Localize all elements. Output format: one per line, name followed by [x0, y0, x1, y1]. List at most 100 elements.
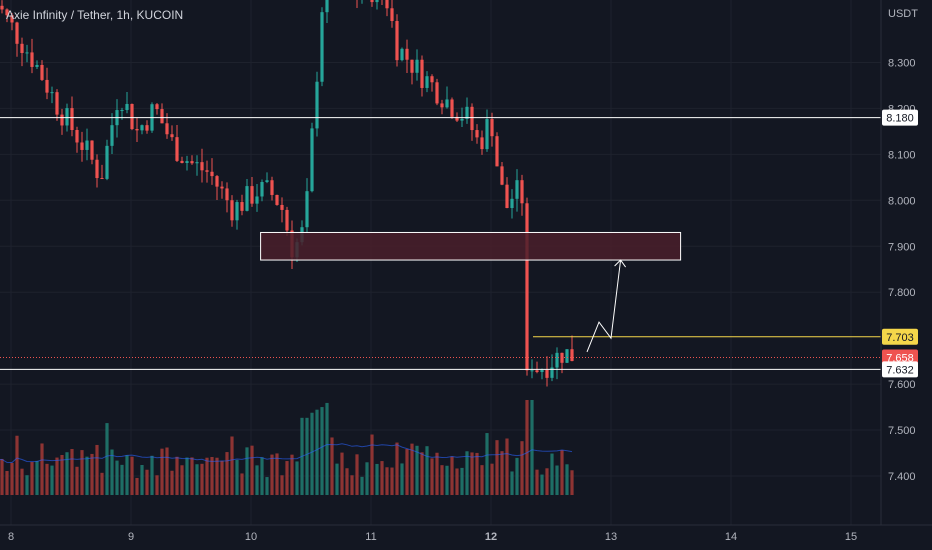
candle-body	[135, 129, 139, 131]
candle-body	[495, 136, 499, 167]
volume-bar	[195, 464, 199, 495]
price-tick-label: 7.900	[888, 241, 916, 253]
volume-bar	[125, 455, 129, 495]
volume-bar	[505, 438, 509, 495]
candle-body	[175, 137, 179, 161]
candle-body	[5, 9, 9, 16]
candle-body	[215, 176, 219, 187]
candle-body	[510, 198, 514, 208]
volume-bar	[515, 457, 519, 495]
volume-bar	[510, 471, 514, 495]
candle-body	[525, 203, 529, 371]
candle-body	[400, 48, 404, 61]
candle-body	[435, 82, 439, 104]
candle-body	[75, 129, 79, 143]
candle-body	[430, 76, 434, 83]
candle-body	[145, 125, 149, 131]
candle-body	[505, 184, 509, 208]
candle-body	[95, 159, 99, 179]
candle-body	[545, 369, 549, 378]
candle-body	[305, 191, 309, 228]
volume-bar	[95, 444, 99, 495]
volume-bar	[120, 464, 124, 495]
candle-body	[165, 123, 169, 135]
volume-bar	[320, 407, 324, 495]
candle-body	[535, 370, 539, 373]
candle-body	[385, 0, 389, 9]
volume-bar	[245, 447, 249, 495]
volume-bar	[0, 458, 4, 495]
time-tick-label: 13	[605, 531, 617, 543]
volume-bar	[325, 402, 329, 495]
volume-bar	[355, 454, 359, 495]
volume-bar	[270, 454, 274, 495]
volume-bar	[550, 453, 554, 495]
volume-bar	[425, 446, 429, 495]
volume-bar	[55, 457, 59, 495]
volume-bar	[305, 417, 309, 495]
price-axis[interactable]: 8.3008.2008.1008.0007.9007.8007.6007.500…	[888, 57, 916, 483]
candle-body	[200, 162, 204, 171]
candle-body	[280, 204, 284, 210]
volume-bar	[5, 471, 9, 495]
candle-body	[35, 64, 39, 67]
volume-bar	[435, 452, 439, 495]
volume-bar	[255, 465, 259, 495]
volume-bar	[335, 463, 339, 495]
volume-bar	[535, 469, 539, 495]
candle-body	[395, 21, 399, 61]
candle-body	[30, 52, 34, 67]
candle-body	[25, 52, 29, 54]
volume-bar	[365, 462, 369, 495]
candle-body	[90, 140, 94, 160]
candle-body	[260, 182, 264, 197]
volume-bar	[555, 465, 559, 495]
volume-bar	[380, 461, 384, 495]
volume-bar	[295, 461, 299, 495]
candle-body	[555, 352, 559, 368]
candle-body	[40, 64, 44, 80]
price-tick-label: 8.000	[888, 195, 916, 207]
volume-bar	[160, 448, 164, 495]
candle-body	[285, 209, 289, 231]
volume-bar	[345, 468, 349, 495]
volume-bar	[10, 462, 14, 495]
price-tick-label: 8.100	[888, 149, 916, 161]
time-axis[interactable]: 8 9 10 11 12 13 14 15	[8, 531, 857, 543]
demand-zone-box[interactable]	[260, 231, 682, 261]
candle-body	[550, 367, 554, 378]
candle-body	[255, 196, 259, 204]
volume-bar	[475, 452, 479, 495]
candle-body	[415, 59, 419, 73]
volume-bar	[470, 452, 474, 495]
candle-body	[105, 145, 109, 179]
candle-body	[15, 22, 19, 44]
volume-bar	[395, 442, 399, 495]
candle-body	[185, 161, 189, 163]
candle-body	[325, 0, 329, 13]
candle-body	[500, 166, 504, 185]
price-tag-support-label: 7.632	[886, 364, 914, 376]
candle-body	[20, 43, 24, 53]
volume-bar	[155, 475, 159, 495]
candle-body	[490, 119, 494, 137]
volume-bar	[205, 457, 209, 495]
candle-body	[405, 48, 409, 60]
volume-bar	[415, 445, 419, 495]
candle-body	[230, 200, 234, 221]
volume-bar	[390, 467, 394, 495]
time-tick-label: 14	[725, 531, 737, 543]
volume-bar	[220, 460, 224, 495]
candle-body	[55, 92, 59, 115]
volume-bar	[25, 475, 29, 495]
price-axis-currency: USDT	[888, 8, 918, 20]
volume-bar	[570, 470, 574, 495]
candle-body	[275, 194, 279, 205]
projection-path[interactable]	[586, 259, 622, 353]
volume-bar	[560, 450, 564, 495]
volume-bar	[175, 456, 179, 495]
volume-bar	[50, 465, 54, 495]
volume-bar	[150, 455, 154, 495]
